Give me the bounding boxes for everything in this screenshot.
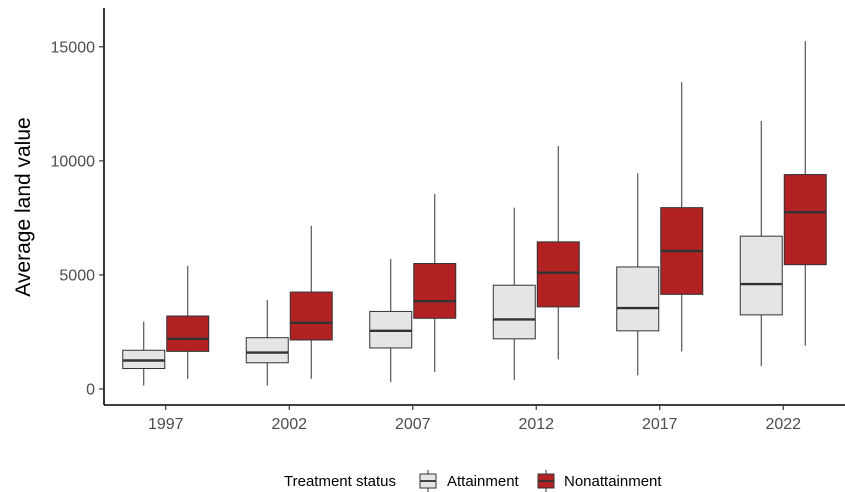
box-nonattainment-2022: [783, 41, 827, 346]
box-iqr: [536, 241, 580, 308]
box-nonattainment-1997: [166, 265, 210, 379]
box-attainment-2012: [492, 207, 536, 380]
x-tick-label: 2002: [271, 416, 307, 433]
box-iqr: [245, 337, 289, 364]
legend-label-attainment: Attainment: [447, 473, 520, 490]
y-axis: 0 5000 10000 15000: [51, 8, 105, 405]
y-tick-label: 5000: [59, 267, 95, 284]
box-iqr: [413, 263, 457, 319]
x-tick-label: 2007: [395, 416, 431, 433]
box-nonattainment-2012: [536, 146, 580, 360]
legend-key-attainment: [419, 470, 437, 492]
box-iqr: [739, 235, 783, 316]
box-attainment-2017: [616, 173, 660, 376]
y-tick-label: 15000: [51, 39, 96, 56]
x-tick-label: 2012: [518, 416, 554, 433]
box-attainment-2007: [369, 258, 413, 383]
box-iqr: [289, 291, 333, 341]
box-nonattainment-2002: [289, 225, 333, 379]
legend-label-nonattainment: Nonattainment: [564, 473, 662, 490]
box-iqr: [492, 284, 536, 340]
box-attainment-2022: [739, 120, 783, 367]
legend-key-nonattainment: [537, 470, 555, 492]
y-axis-title: Average land value: [12, 117, 35, 296]
box-iqr: [616, 266, 660, 332]
box-nonattainment-2007: [413, 193, 457, 372]
box-attainment-1997: [122, 321, 166, 386]
x-tick-label: 2017: [642, 416, 678, 433]
x-tick-label: 1997: [148, 416, 184, 433]
y-tick-label: 0: [86, 382, 95, 399]
box-nonattainment-2017: [660, 82, 704, 352]
x-tick-label: 2022: [765, 416, 801, 433]
box-iqr: [166, 315, 210, 352]
x-axis: 1997 2002 2007 2012 2017 2022: [104, 404, 845, 433]
box-iqr: [783, 174, 827, 266]
box-plots: [122, 41, 827, 386]
box-attainment-2002: [245, 300, 289, 386]
legend: Treatment status Attainment Nonattainment: [284, 470, 662, 492]
y-tick-label: 10000: [51, 153, 96, 170]
legend-title: Treatment status: [284, 473, 396, 490]
